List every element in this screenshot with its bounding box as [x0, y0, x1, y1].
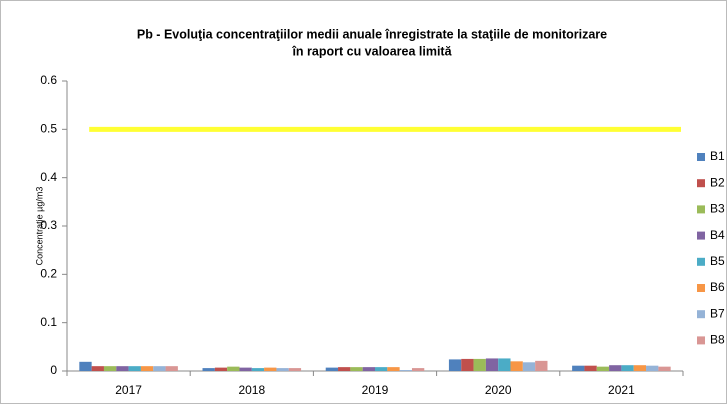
legend-label: B4: [710, 228, 725, 242]
bar: [338, 367, 351, 371]
y-tick-label: 0.3: [40, 218, 57, 232]
legend-swatch: [697, 205, 705, 214]
bar: [510, 361, 523, 371]
bar: [461, 358, 474, 371]
bar: [646, 365, 659, 371]
bar: [633, 365, 647, 371]
bar: [448, 359, 462, 371]
y-tick-label: 0.4: [40, 170, 57, 184]
x-tick-label: 2021: [608, 383, 635, 397]
bar: [485, 358, 499, 371]
x-tick-label: 2019: [362, 383, 389, 397]
bar: [79, 361, 92, 371]
legend-swatch: [697, 336, 705, 345]
bar: [91, 366, 104, 371]
legend-swatch: [697, 257, 705, 266]
bar: [522, 362, 536, 371]
legend-label: B1: [710, 149, 725, 163]
bar: [584, 365, 597, 371]
bar: [116, 366, 129, 371]
y-tick-label: 0: [50, 363, 57, 377]
legend-label: B8: [710, 333, 725, 347]
x-tick-label: 2020: [485, 383, 512, 397]
legend-swatch: [697, 153, 705, 161]
bar: [288, 368, 302, 371]
legend-label: B6: [710, 280, 725, 294]
bar: [375, 367, 388, 371]
bar: [202, 368, 215, 371]
bar: [140, 366, 154, 371]
bar: [362, 367, 375, 371]
bar: [227, 366, 240, 371]
legend-label: B3: [710, 202, 725, 216]
y-tick-label: 0.2: [40, 267, 57, 281]
x-tick-label: 2017: [115, 383, 142, 397]
bar: [103, 366, 117, 371]
bar: [350, 367, 363, 371]
bar: [239, 367, 252, 371]
chart-title: Pb - Evoluţia concentraţiilor medii anua…: [137, 27, 607, 41]
legend-swatch: [697, 179, 705, 188]
bar: [264, 367, 277, 371]
bar: [596, 366, 610, 371]
bar: [153, 366, 166, 371]
bar: [276, 368, 289, 371]
y-axis-label: Concentraţie µg/m3: [34, 187, 44, 266]
bar: [399, 370, 412, 371]
y-tick-label: 0.6: [40, 73, 57, 87]
bar: [251, 368, 265, 371]
bar: [473, 358, 486, 371]
bar: [165, 366, 178, 371]
y-tick-label: 0.5: [40, 122, 57, 136]
x-tick-label: 2018: [238, 383, 265, 397]
bar: [128, 366, 141, 371]
bar: [609, 365, 622, 371]
bar: [535, 360, 548, 371]
legend-label: B2: [710, 175, 725, 189]
bar: [214, 367, 228, 371]
chart-title: în raport cu valoarea limită: [291, 44, 452, 58]
bar: [325, 367, 339, 371]
bar: [658, 366, 671, 371]
legend-swatch: [697, 310, 705, 319]
bar: [621, 365, 634, 371]
legend-label: B5: [710, 254, 725, 268]
bar: [572, 365, 585, 371]
bar: [498, 358, 511, 371]
legend-label: B7: [710, 306, 725, 320]
legend-swatch: [697, 284, 705, 292]
legend-swatch: [697, 231, 705, 240]
y-tick-label: 0.1: [40, 315, 57, 329]
bar: [387, 367, 400, 371]
bar: [411, 368, 425, 371]
